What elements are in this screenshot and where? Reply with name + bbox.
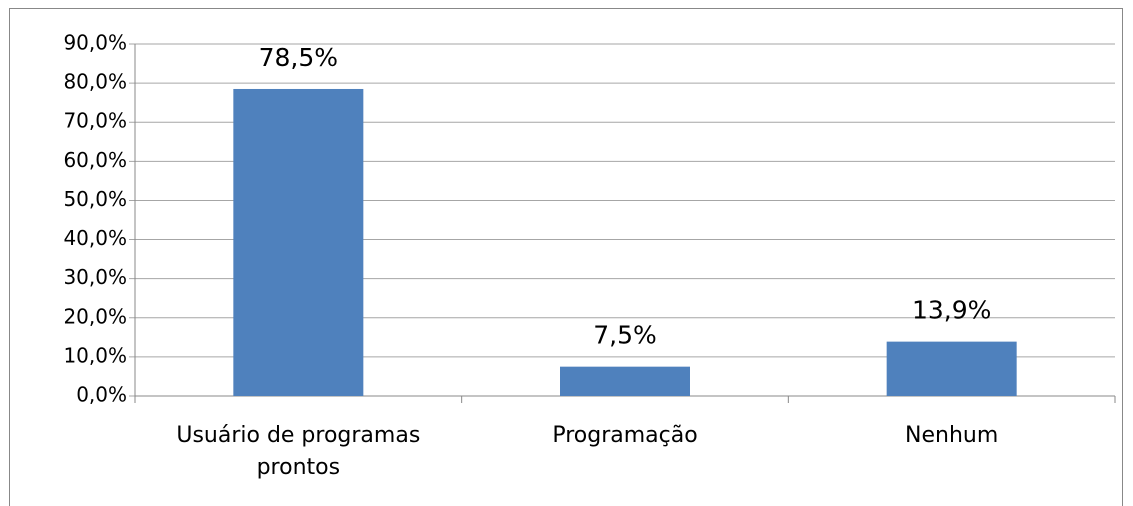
y-tick-label: 50,0% bbox=[63, 187, 127, 211]
x-tick-label: Programação bbox=[552, 423, 698, 448]
y-tick-label: 20,0% bbox=[63, 304, 127, 328]
y-tick-label: 30,0% bbox=[63, 265, 127, 289]
x-tick-label: Nenhum bbox=[905, 423, 999, 448]
chart-frame bbox=[9, 8, 1123, 506]
y-tick-label: 40,0% bbox=[63, 226, 127, 250]
bar bbox=[886, 341, 1017, 396]
y-tick-label: 70,0% bbox=[63, 109, 127, 133]
bar bbox=[233, 88, 364, 396]
y-tick-label: 60,0% bbox=[63, 148, 127, 172]
y-tick-label: 10,0% bbox=[63, 343, 127, 367]
y-tick-label: 80,0% bbox=[63, 70, 127, 94]
value-label: 78,5% bbox=[259, 43, 338, 72]
bar bbox=[560, 366, 690, 396]
y-tick-label: 0,0% bbox=[76, 383, 127, 407]
x-tick-label: Usuário de programas prontos bbox=[176, 423, 421, 480]
y-tick-label: 90,0% bbox=[63, 31, 127, 55]
value-label: 7,5% bbox=[593, 321, 657, 350]
value-label: 13,9% bbox=[912, 296, 991, 325]
